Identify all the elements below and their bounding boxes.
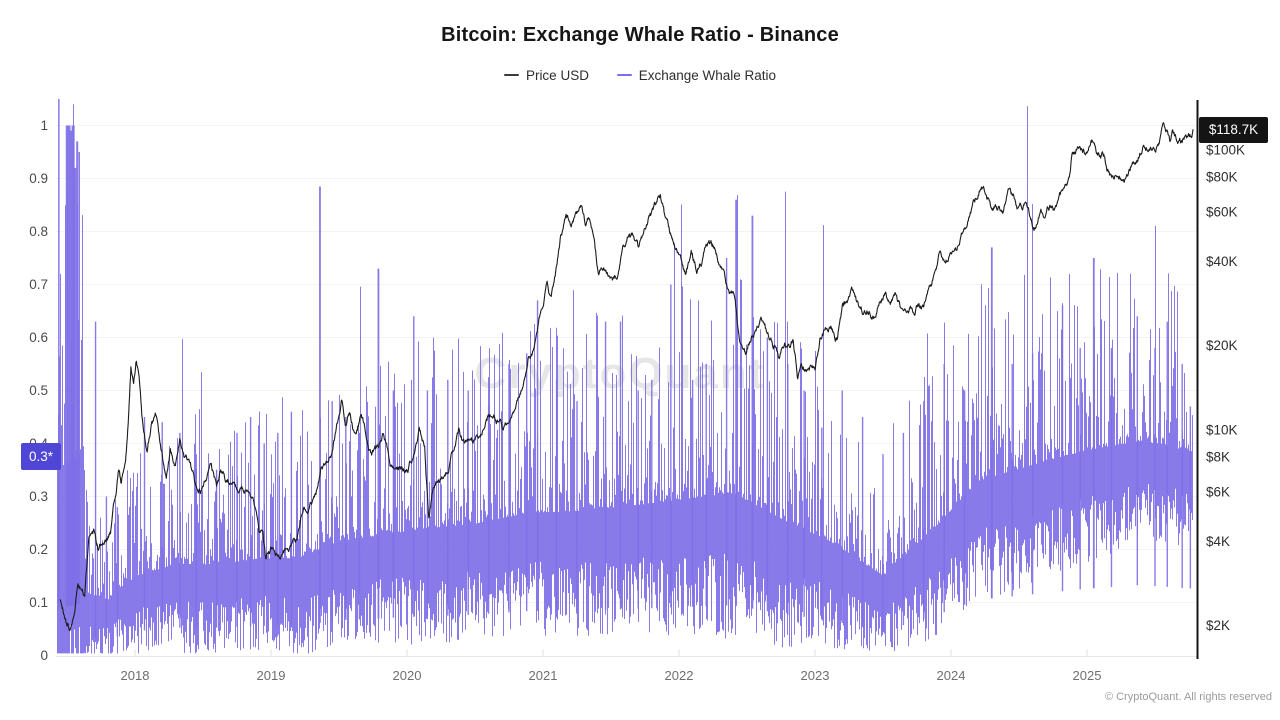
legend-label-whale-ratio: Exchange Whale Ratio [638,67,777,83]
left-axis-tick-label: 0.1 [29,595,48,610]
left-axis-tick-label: 1 [40,118,48,133]
legend-item-price-usd[interactable]: Price USD [503,67,589,83]
right-axis-tick-label: $80K [1206,170,1238,185]
left-axis-tick-label: 0.7 [29,277,48,292]
x-tick-label: 2021 [529,668,558,683]
whale-ratio-series [57,99,1193,654]
x-tick-label: 2020 [393,668,422,683]
left-axis-tick-label: 0.3 [29,489,48,504]
right-axis-tick-label: $2K [1206,618,1230,633]
right-axis-tick-label: $100K [1206,143,1245,158]
legend-item-whale-ratio[interactable]: Exchange Whale Ratio [616,67,777,83]
right-axis-tick-label: $6K [1206,485,1230,500]
x-tick-label: 2023 [801,668,830,683]
right-axis-tick-label: $10K [1206,423,1238,438]
left-axis-tick-label: 0.9 [29,171,48,186]
whale-ratio-line-swatch [616,74,632,76]
x-tick-label: 2022 [665,668,694,683]
whale-ratio-current-badge: 0.3* [21,443,61,470]
legend-label-price-usd: Price USD [525,67,589,83]
left-axis-tick-label: 0.6 [29,330,48,345]
price-series [59,122,1194,632]
left-axis-tick-label: 0.5 [29,383,48,398]
left-axis-tick-label: 0.8 [29,224,48,239]
left-axis-labels: 10.90.80.70.60.50.40.30.20.10 [29,118,48,663]
chart-title: Bitcoin: Exchange Whale Ratio - Binance [441,24,839,46]
x-tick-label: 2018 [121,668,150,683]
right-axis-tick-label: $4K [1206,534,1230,549]
right-axis-tick-label: $20K [1206,338,1238,353]
right-axis-labels: $100K $80K $60K $40K $20K $10K $8K $6K $4K $2K [1206,143,1245,634]
right-axis-tick-label: $40K [1206,254,1238,269]
left-axis-tick-label: 0.2 [29,542,48,557]
price-line-swatch [503,74,519,76]
legend: Price USD Exchange Whale Ratio [0,64,1280,83]
x-axis: 2018 2019 2020 2021 2022 2023 2024 2025 [56,649,1197,683]
left-axis-tick-label: 0 [40,648,48,663]
right-axis-tick-label: $60K [1206,205,1238,220]
x-tick-label: 2019 [257,668,286,683]
price-current-badge: $118.7K [1199,117,1268,143]
copyright: © CryptoQuant. All rights reserved [1104,691,1272,703]
right-axis-tick-label: $8K [1206,450,1230,465]
x-tick-label: 2024 [937,668,966,683]
x-tick-label: 2025 [1073,668,1102,683]
